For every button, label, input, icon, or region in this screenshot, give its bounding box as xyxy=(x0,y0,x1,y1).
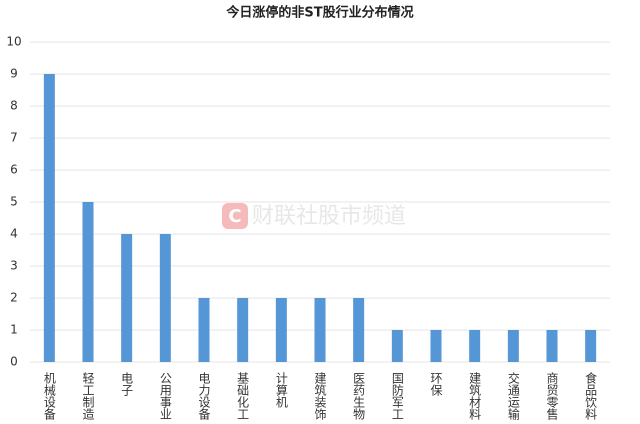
bar xyxy=(121,234,133,362)
bar xyxy=(430,330,442,362)
watermark: C 财联社股市频道 xyxy=(222,203,406,229)
bar xyxy=(546,330,558,362)
x-tick-label: 计算机 xyxy=(274,372,288,408)
x-tick-label: 电子 xyxy=(120,372,134,396)
y-tick-label: 2 xyxy=(10,291,18,305)
y-tick-label: 8 xyxy=(10,99,18,113)
watermark-text: 财联社股市频道 xyxy=(252,204,406,229)
bar xyxy=(507,330,519,362)
bar xyxy=(314,298,326,362)
watermark-logo-letter: C xyxy=(228,206,241,227)
y-tick-label: 0 xyxy=(10,355,18,369)
y-tick-label: 3 xyxy=(10,259,18,273)
bar xyxy=(82,202,94,362)
y-tick-label: 10 xyxy=(6,35,21,49)
x-tick-label: 公用事业 xyxy=(158,372,172,420)
x-tick-label: 建筑材料 xyxy=(468,372,482,420)
y-tick-label: 5 xyxy=(10,195,18,209)
x-tick-label: 环保 xyxy=(429,372,443,396)
watermark-logo xyxy=(222,203,248,229)
x-tick-label: 国防军工 xyxy=(390,372,404,420)
x-tick-label: 机械设备 xyxy=(42,372,56,421)
bar xyxy=(585,330,597,362)
bar xyxy=(159,234,171,362)
y-tick-label: 7 xyxy=(10,131,18,145)
bar xyxy=(353,298,365,362)
x-tick-label: 电力设备 xyxy=(197,372,211,421)
bar xyxy=(43,74,55,362)
y-tick-label: 4 xyxy=(10,227,18,241)
y-tick-label: 1 xyxy=(10,323,18,337)
bar xyxy=(469,330,481,362)
bar xyxy=(237,298,249,362)
chart-title: 今日涨停的非ST股行业分布情况 xyxy=(225,5,413,21)
x-tick-label: 交通运输 xyxy=(506,371,520,421)
y-tick-label: 9 xyxy=(10,67,18,81)
x-tick-label: 食品饮料 xyxy=(584,371,598,420)
bar xyxy=(275,298,287,362)
bar xyxy=(198,298,210,362)
x-tick-label: 商贸零售 xyxy=(545,371,559,420)
x-tick-label: 轻工制造 xyxy=(81,372,95,420)
y-tick-label: 6 xyxy=(10,163,18,177)
x-tick-label: 医药生物 xyxy=(352,372,366,420)
x-tick-label: 基础化工 xyxy=(236,372,250,420)
x-tick-label: 建筑装饰 xyxy=(313,372,327,420)
bar xyxy=(391,330,403,362)
